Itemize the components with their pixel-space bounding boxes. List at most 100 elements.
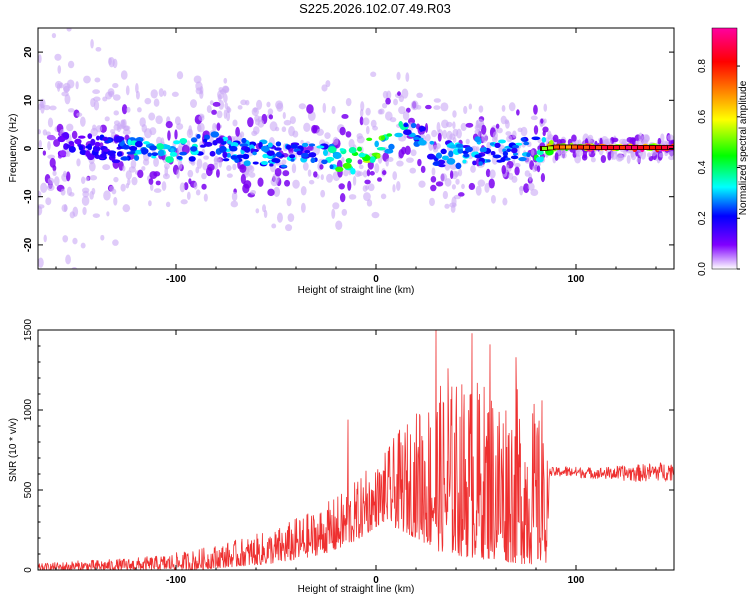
spectrogram-blob (387, 157, 394, 162)
spectrogram-blob (530, 115, 538, 121)
spectrogram-blob (306, 145, 315, 151)
ridge-blob (398, 121, 403, 128)
spectrogram-blob (198, 115, 205, 122)
spectrogram-blob (240, 173, 246, 185)
ridge-blob (128, 146, 138, 151)
spectrogram-blob (149, 183, 154, 191)
ridge-blob (510, 155, 519, 160)
spectrogram-blob (38, 257, 44, 268)
spectrogram-blob (65, 254, 71, 265)
spectrogram-blob (250, 189, 257, 195)
spectrogram-blob (378, 108, 385, 115)
spectrogram-blob (197, 122, 205, 133)
spectrogram-blob (527, 182, 535, 191)
spectrogram-blob (449, 133, 456, 140)
spectrogram-blob (281, 159, 287, 165)
spectrogram-blob (148, 112, 156, 121)
spectrogram-blob (554, 152, 559, 161)
spectrogram-blob (365, 107, 371, 116)
spectrogram-blob (668, 151, 674, 157)
spectrogram-blob (62, 235, 69, 243)
spectrogram-blob (366, 169, 371, 177)
spectrogram-blob (610, 149, 615, 160)
spectrogram-blob (398, 106, 406, 115)
spectrogram-blob (542, 126, 549, 133)
spectrogram-blob (501, 165, 506, 175)
ridge-blob (512, 144, 520, 149)
ridge-blob (275, 141, 282, 147)
spectrogram-blob (135, 90, 140, 100)
spectrogram-blob (571, 134, 577, 142)
ridge-blob (296, 150, 303, 156)
ridge-band-segment (608, 145, 613, 150)
spectrogram-blob (47, 117, 54, 128)
spectrogram-blob (201, 183, 207, 190)
spectrogram-blob (122, 125, 130, 132)
spectrogram-blob (112, 239, 119, 246)
spectrogram-blob (287, 213, 295, 223)
spectrogram-blob (108, 57, 112, 65)
ridge-band-segment (626, 145, 631, 150)
spectrogram-blob (155, 180, 161, 186)
ridge-blob (380, 135, 386, 141)
ridge-blob (463, 153, 470, 158)
ridge-blob (310, 157, 316, 164)
spectrogram-blob (239, 164, 245, 170)
spectrogram-blob (38, 54, 42, 64)
ridge-blob (226, 152, 231, 158)
spectrogram-blob (354, 170, 362, 178)
ridge-blob (134, 140, 143, 148)
spectrogram-blob (205, 166, 213, 177)
spectrogram-blob (212, 101, 221, 107)
spectrogram-blob (257, 177, 264, 187)
spectrogram-blob (332, 136, 339, 146)
spectrogram-blob (331, 208, 336, 219)
ridge-blob (218, 145, 227, 153)
x-tick-label: 100 (568, 575, 585, 586)
spectrogram-blob (508, 172, 514, 180)
ridge-blob (230, 155, 238, 160)
spectrogram-blob (57, 65, 62, 74)
ridge-blob (429, 140, 435, 145)
spectrogram-blob (189, 99, 198, 108)
spectrogram-blob (364, 179, 371, 185)
spectrogram-blob (137, 107, 142, 113)
spectrogram-blob (582, 149, 588, 159)
spectrogram-blob (153, 188, 162, 193)
ridge-blob (308, 143, 316, 147)
ridge-blob (209, 150, 216, 157)
x-tick-label: 0 (373, 274, 379, 285)
spectrogram-blob (45, 197, 52, 206)
spectrogram-blob (415, 104, 422, 110)
spectrogram-blob (372, 125, 379, 131)
spectrogram-blob (90, 39, 94, 49)
ridge-band-segment (614, 145, 619, 150)
ridge-blob (535, 156, 544, 163)
ridge-blob (500, 157, 506, 163)
spectrogram-blob (392, 171, 398, 181)
spectrogram-blob (339, 193, 346, 203)
ridge-blob (394, 132, 403, 138)
ridge-blob (275, 151, 282, 157)
ridge-blob (290, 158, 295, 162)
x-tick-label: -100 (166, 274, 186, 285)
spectrogram-blob (444, 203, 450, 209)
spectrogram-blob (39, 98, 46, 109)
spectrogram-blob (646, 152, 652, 158)
spectrogram-blob (519, 185, 524, 196)
ridge-blob (165, 156, 174, 163)
ridge-blob (523, 141, 530, 146)
spectrogram-blob (89, 175, 98, 181)
ridge-blob (472, 160, 477, 166)
spectrogram-blob (520, 126, 528, 137)
spectrogram-blob (122, 165, 126, 172)
spectrogram-blob (137, 169, 144, 179)
colorbar-gradient (711, 27, 738, 270)
spectrogram-blob (322, 102, 327, 113)
spectrogram-blob (71, 266, 78, 269)
spectrogram-blob (352, 175, 357, 186)
ridge-blob (90, 138, 96, 146)
spectrogram-blob (267, 108, 274, 115)
spectrogram-blob (475, 146, 480, 152)
